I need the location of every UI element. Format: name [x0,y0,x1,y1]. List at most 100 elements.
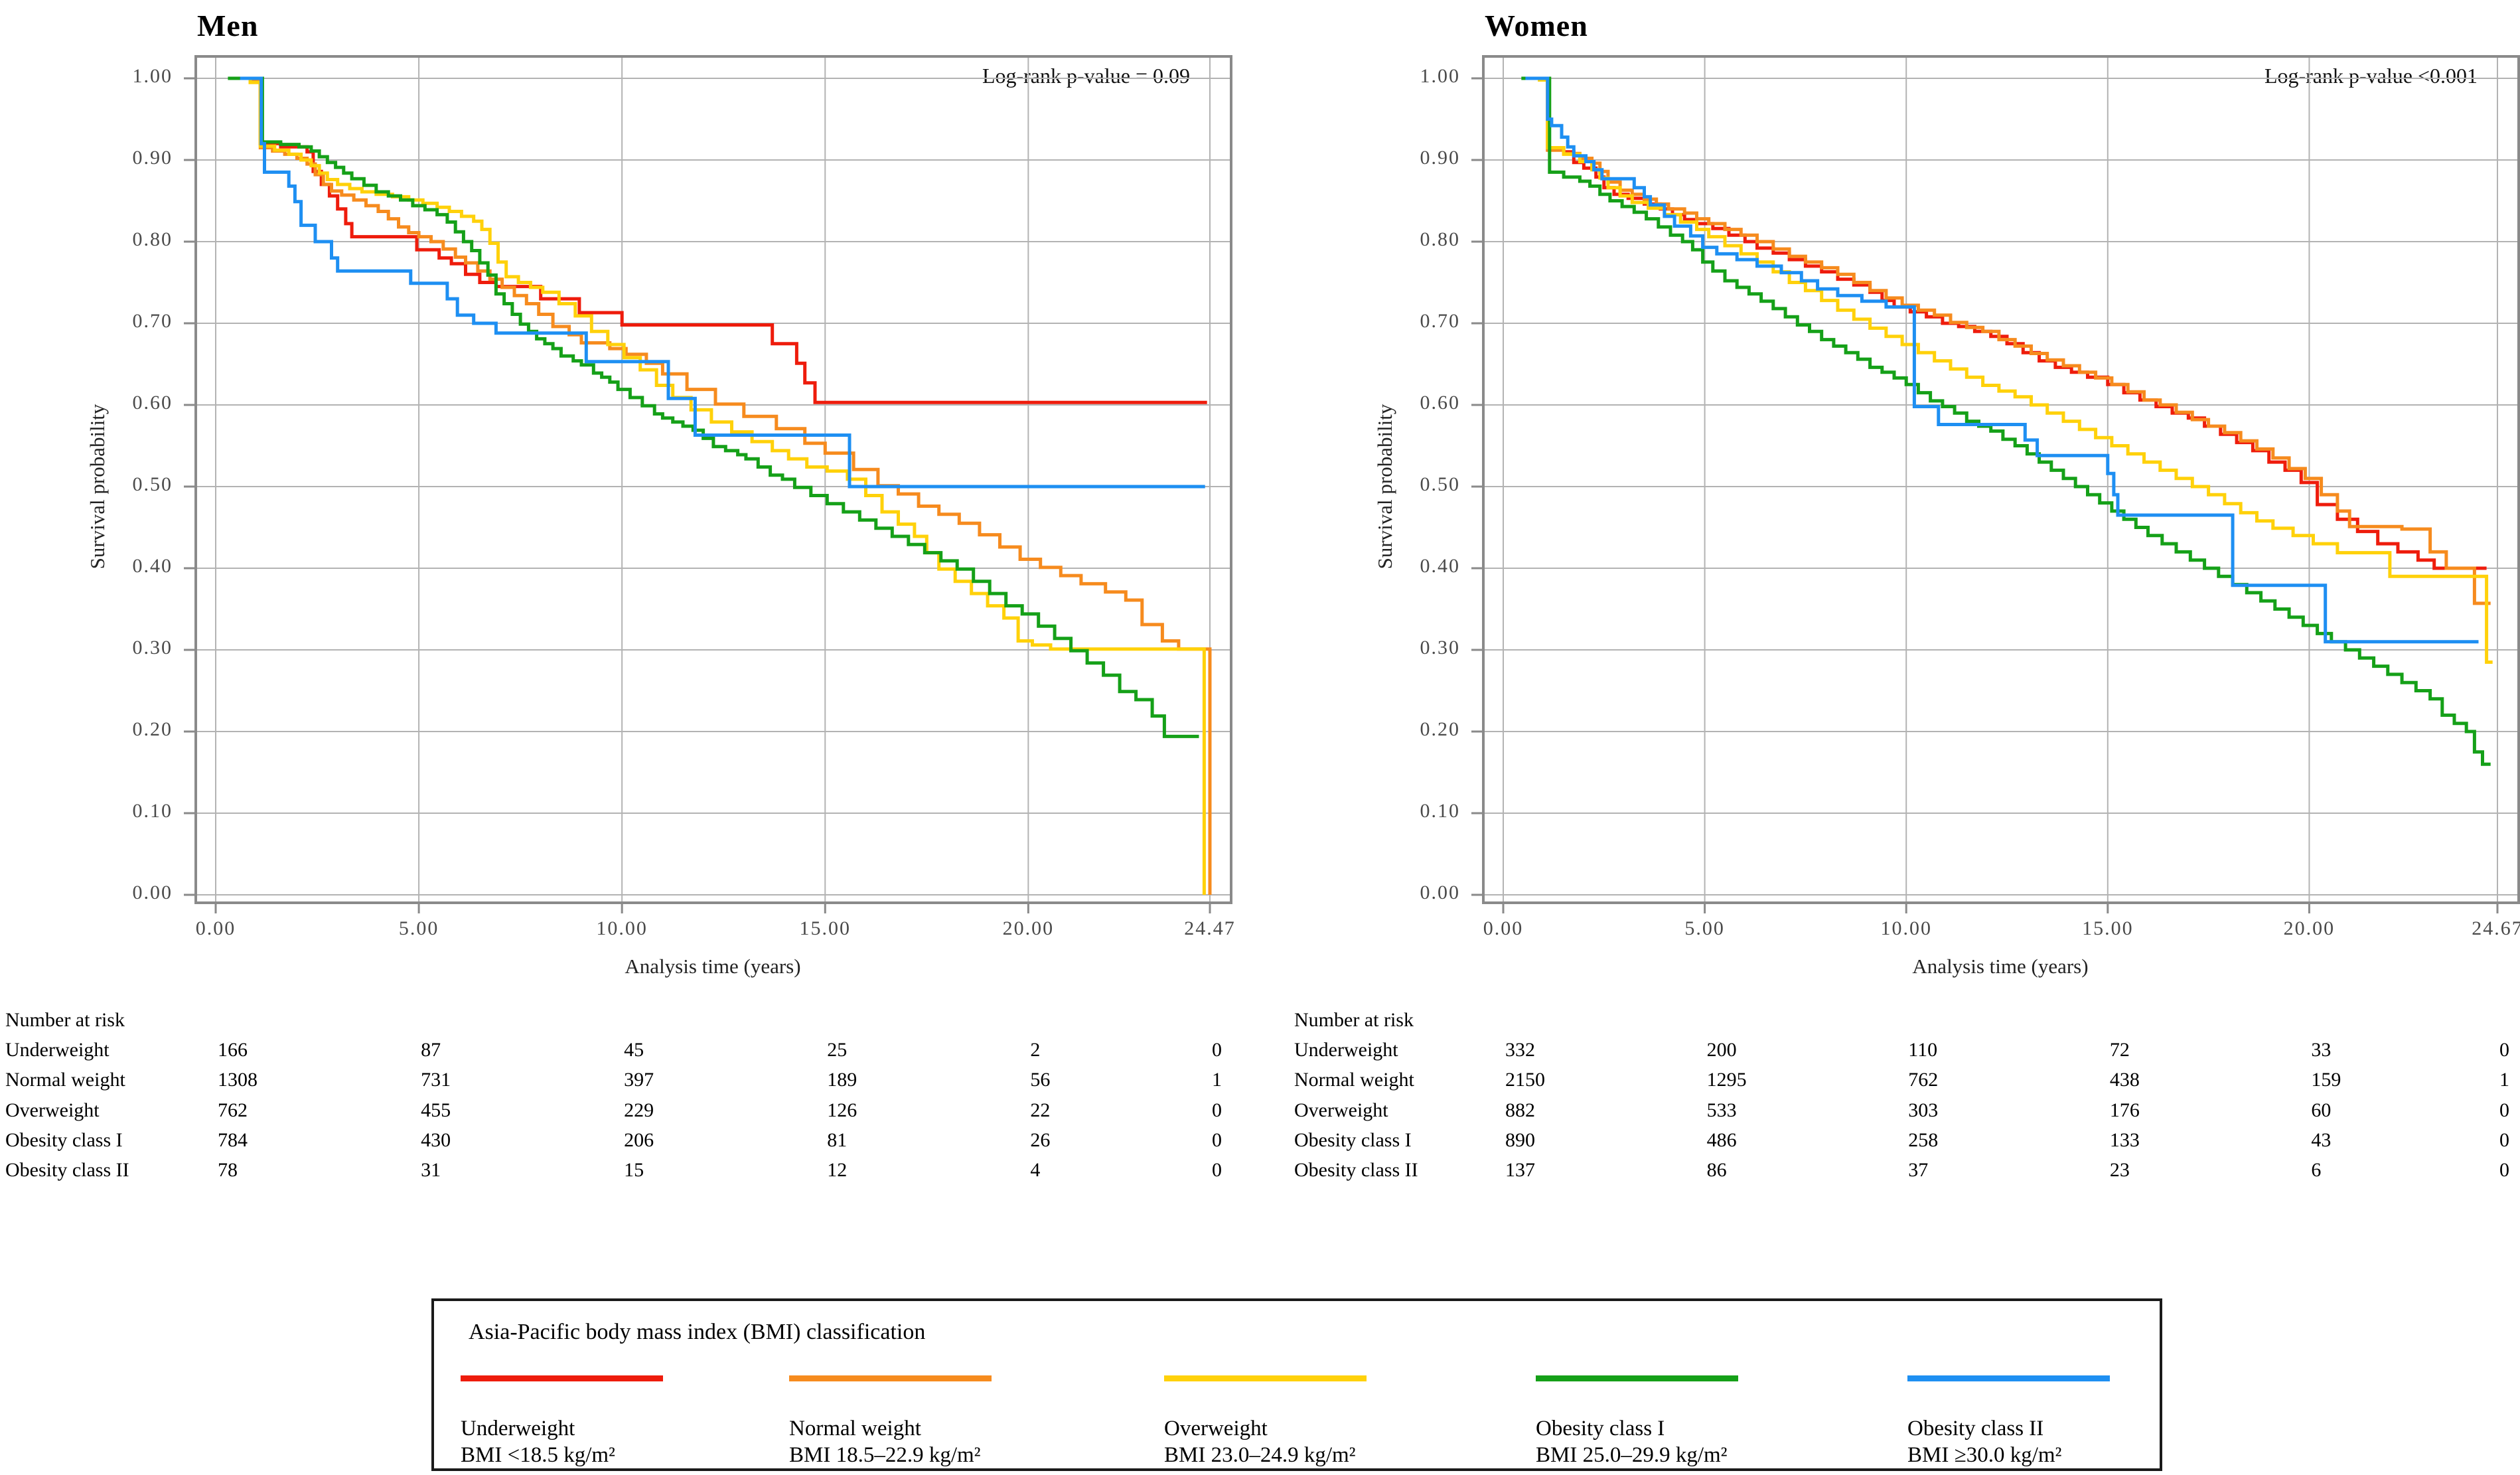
risk-cell: 60 [2311,1099,2332,1121]
risk-cell: 12 [827,1159,848,1182]
risk-cell: 200 [1706,1039,1737,1061]
risk-cell: 533 [1706,1099,1737,1121]
y-tick-label: 0.80 [1420,228,1460,250]
logrank-pvalue-men: Log-rank p-value = 0.09 [982,64,1190,88]
plot-border [1482,55,2520,904]
x-tick-label: 10.00 [1880,917,1932,939]
y-tick-label: 0.80 [132,228,173,250]
y-tick-label: 0.10 [1420,800,1460,822]
risk-cell: 43 [2311,1128,2332,1151]
risk-cell: 23 [2109,1159,2130,1182]
km-curve-men-underweight [238,76,1207,404]
legend-entry-label: Obesity class I [1536,1417,1665,1440]
risk-cell: 762 [1908,1069,1939,1091]
risk-cell: 81 [827,1128,848,1151]
risk-row-label: Overweight [1294,1099,1388,1121]
y-tick-label: 0.70 [1420,310,1460,332]
risk-cell: 126 [827,1099,857,1121]
risk-cell: 890 [1505,1128,1535,1151]
x-tick-label: 5.00 [398,917,439,939]
risk-cell: 26 [1030,1128,1051,1151]
y-tick-label: 0.40 [1420,555,1460,577]
risk-cell: 0 [2499,1159,2509,1182]
risk-cell: 762 [218,1099,248,1121]
x-tick-label: 0.00 [1483,917,1524,939]
y-tick-label: 0.30 [1420,637,1460,659]
risk-cell: 110 [1908,1039,1938,1061]
x-tick-label: 20.00 [2283,917,2335,939]
risk-cell: 1 [2499,1069,2509,1091]
risk-cell: 0 [2499,1039,2509,1061]
risk-cell: 397 [624,1069,654,1091]
risk-cell: 1295 [1706,1069,1747,1091]
km-curve-women-normal-weight [1523,76,2491,605]
x-tick-label: 24.67 [2472,917,2520,939]
legend-entry-bmi-range: BMI 23.0–24.9 kg/m² [1164,1443,1356,1467]
risk-row-label: Normal weight [1294,1069,1414,1091]
risk-cell: 784 [218,1128,248,1151]
y-tick-label: 0.50 [1420,473,1460,495]
risk-row-label: Obesity class I [5,1128,123,1151]
y-tick-label: 0.70 [132,310,173,332]
y-tick-label: 0.10 [132,800,173,822]
y-tick-label: 0.20 [1420,718,1460,740]
risk-cell: 2150 [1505,1069,1545,1091]
risk-cell: 1 [1212,1069,1222,1091]
plot-border [194,55,1232,904]
x-tick-label: 15.00 [799,917,852,939]
risk-cell: 0 [2499,1128,2509,1151]
km-curve-men-overweight [238,76,1206,895]
x-tick-label: 10.00 [596,917,648,939]
x-tick-label: 24.47 [1184,917,1236,939]
x-axis-title-women: Analysis time (years) [1912,955,2089,978]
panel-title-women: Women [1485,9,1588,42]
risk-table-header: Number at risk [1294,1009,1414,1031]
risk-cell: 87 [421,1039,441,1061]
risk-cell: 6 [2311,1159,2322,1182]
risk-cell: 882 [1505,1099,1535,1121]
risk-cell: 2 [1030,1039,1041,1061]
risk-cell: 258 [1908,1128,1939,1151]
risk-cell: 206 [624,1128,654,1151]
risk-cell: 0 [1212,1128,1222,1151]
legend-color-line-obesity-class-i [1536,1375,1738,1381]
legend-entry-label: Normal weight [789,1417,921,1440]
legend-entry-label: Overweight [1164,1417,1268,1440]
legend-entry-bmi-range: BMI 25.0–29.9 kg/m² [1536,1443,1728,1467]
km-curve-men-obesity-class-1 [228,76,1199,738]
risk-row-label: Obesity class II [5,1159,129,1182]
y-tick-label: 0.90 [132,147,173,169]
risk-cell: 0 [1212,1159,1222,1182]
plot-area-women [1471,55,2520,913]
risk-cell: 229 [624,1099,654,1121]
y-tick-label: 0.00 [132,882,173,903]
risk-cell: 731 [421,1069,451,1091]
plot-area-men [184,55,1232,913]
x-tick-label: 0.00 [195,917,236,939]
legend-color-line-overweight [1164,1375,1367,1381]
risk-cell: 189 [827,1069,857,1091]
y-tick-label: 1.00 [1420,65,1460,87]
y-tick-label: 0.20 [132,718,173,740]
y-tick-label: 1.00 [132,65,173,87]
risk-cell: 45 [624,1039,644,1061]
km-curve-women-obesity-class-1 [1521,76,2491,766]
risk-cell: 0 [2499,1099,2509,1121]
risk-cell: 31 [421,1159,441,1182]
y-tick-label: 0.50 [132,473,173,495]
legend-entry-label: Underweight [461,1417,575,1440]
risk-cell: 72 [2109,1039,2130,1061]
risk-cell: 15 [624,1159,644,1182]
risk-cell: 455 [421,1099,451,1121]
x-tick-label: 15.00 [2082,917,2134,939]
risk-cell: 159 [2311,1069,2341,1091]
legend-entry-bmi-range: BMI 18.5–22.9 kg/m² [789,1443,981,1467]
risk-row-label: Underweight [5,1039,110,1061]
risk-cell: 56 [1030,1069,1051,1091]
risk-cell: 176 [2109,1099,2140,1121]
legend-color-line-underweight [461,1375,663,1381]
x-tick-label: 20.00 [1002,917,1055,939]
y-tick-label: 0.90 [1420,147,1460,169]
y-tick-label: 0.60 [1420,392,1460,414]
